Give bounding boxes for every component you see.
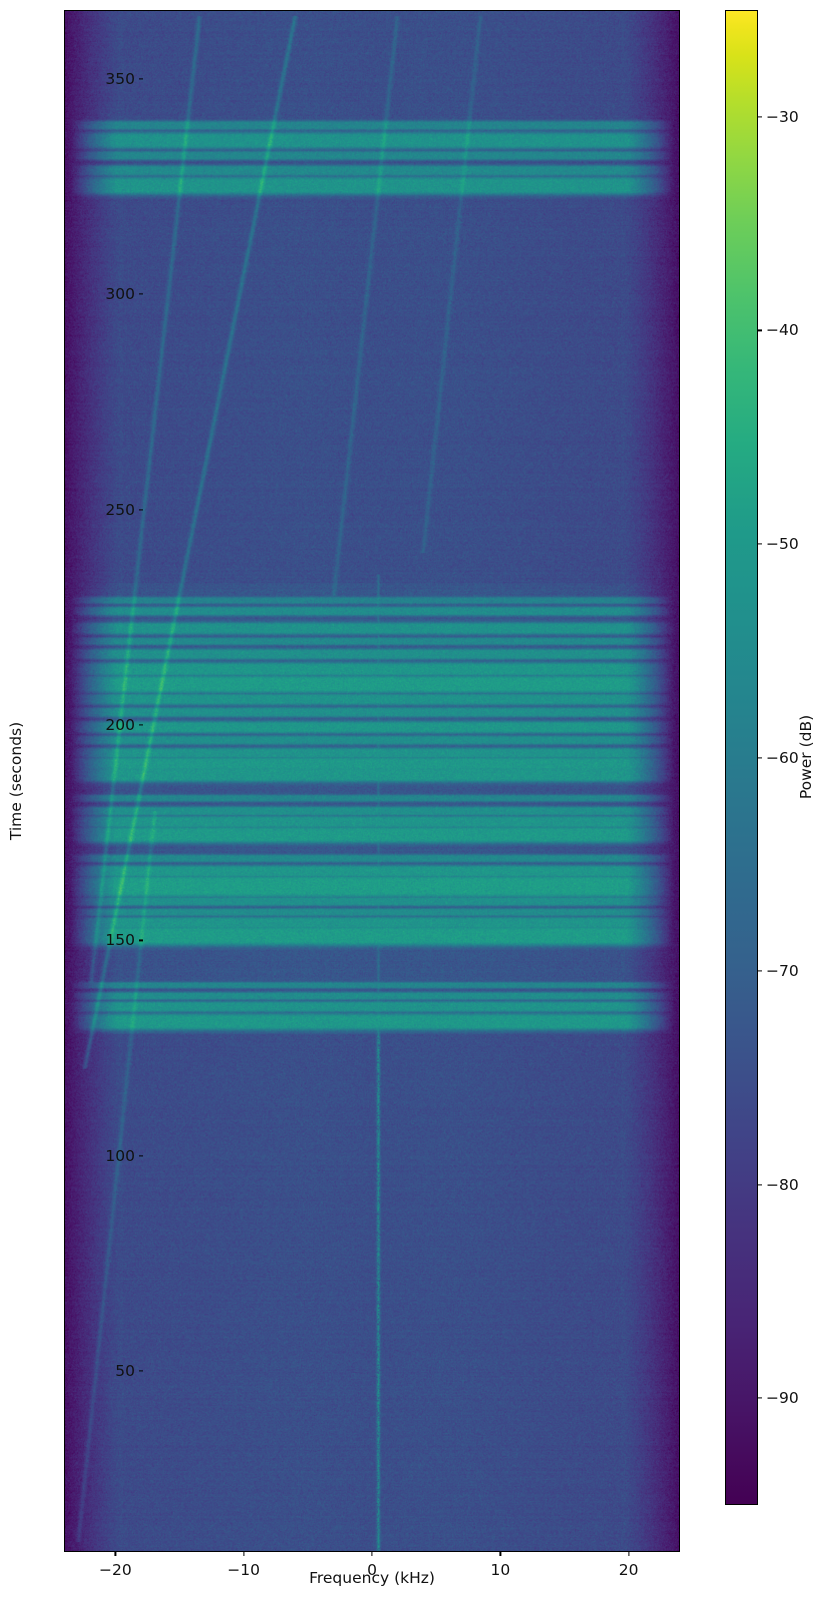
tick-label: 150 [105, 931, 135, 950]
tick-label: 300 [105, 285, 135, 304]
tick-label: 10 [490, 1561, 511, 1579]
tick-mark [758, 1184, 762, 1186]
tick-label: −10 [227, 1561, 261, 1579]
tick-mark [758, 543, 762, 545]
tick-mark [371, 1552, 373, 1556]
power-colorbar[interactable] [725, 10, 758, 1505]
tick-mark [758, 329, 762, 331]
tick-mark [139, 724, 143, 726]
tick-label: 20 [618, 1561, 639, 1579]
tick-mark [758, 1397, 762, 1399]
tick-label: 200 [105, 716, 135, 734]
tick-mark [139, 1155, 143, 1157]
tick-label: −70 [766, 962, 799, 981]
x-axis-label: Frequency (kHz) [309, 1569, 435, 1587]
tick-label: −80 [766, 1175, 799, 1194]
y-axis-label: Time (seconds) [7, 721, 25, 841]
tick-mark [243, 1552, 245, 1556]
tick-label: −20 [98, 1561, 132, 1579]
tick-label: 350 [105, 69, 135, 88]
tick-mark [758, 970, 762, 972]
spectrogram-plot-area[interactable] [64, 10, 680, 1552]
colorbar-label: Power (dB) [797, 714, 815, 800]
tick-label: −90 [766, 1389, 799, 1408]
tick-mark [114, 1552, 116, 1556]
tick-mark [758, 756, 762, 759]
tick-mark [139, 293, 143, 295]
tick-label: 50 [115, 1362, 135, 1381]
tick-mark [139, 1370, 143, 1372]
tick-label: −30 [766, 107, 799, 126]
tick-label: −40 [766, 321, 799, 340]
tick-mark [628, 1552, 630, 1556]
spectrogram-image [65, 11, 679, 1551]
tick-label: 0 [367, 1561, 377, 1579]
tick-label: −50 [766, 534, 799, 553]
tick-mark [139, 509, 143, 511]
tick-label: −60 [766, 748, 799, 767]
tick-mark [139, 939, 143, 941]
tick-mark [499, 1552, 501, 1556]
tick-mark [139, 78, 143, 80]
tick-label: 100 [105, 1146, 135, 1165]
tick-mark [758, 116, 762, 118]
tick-label: 250 [105, 500, 135, 519]
